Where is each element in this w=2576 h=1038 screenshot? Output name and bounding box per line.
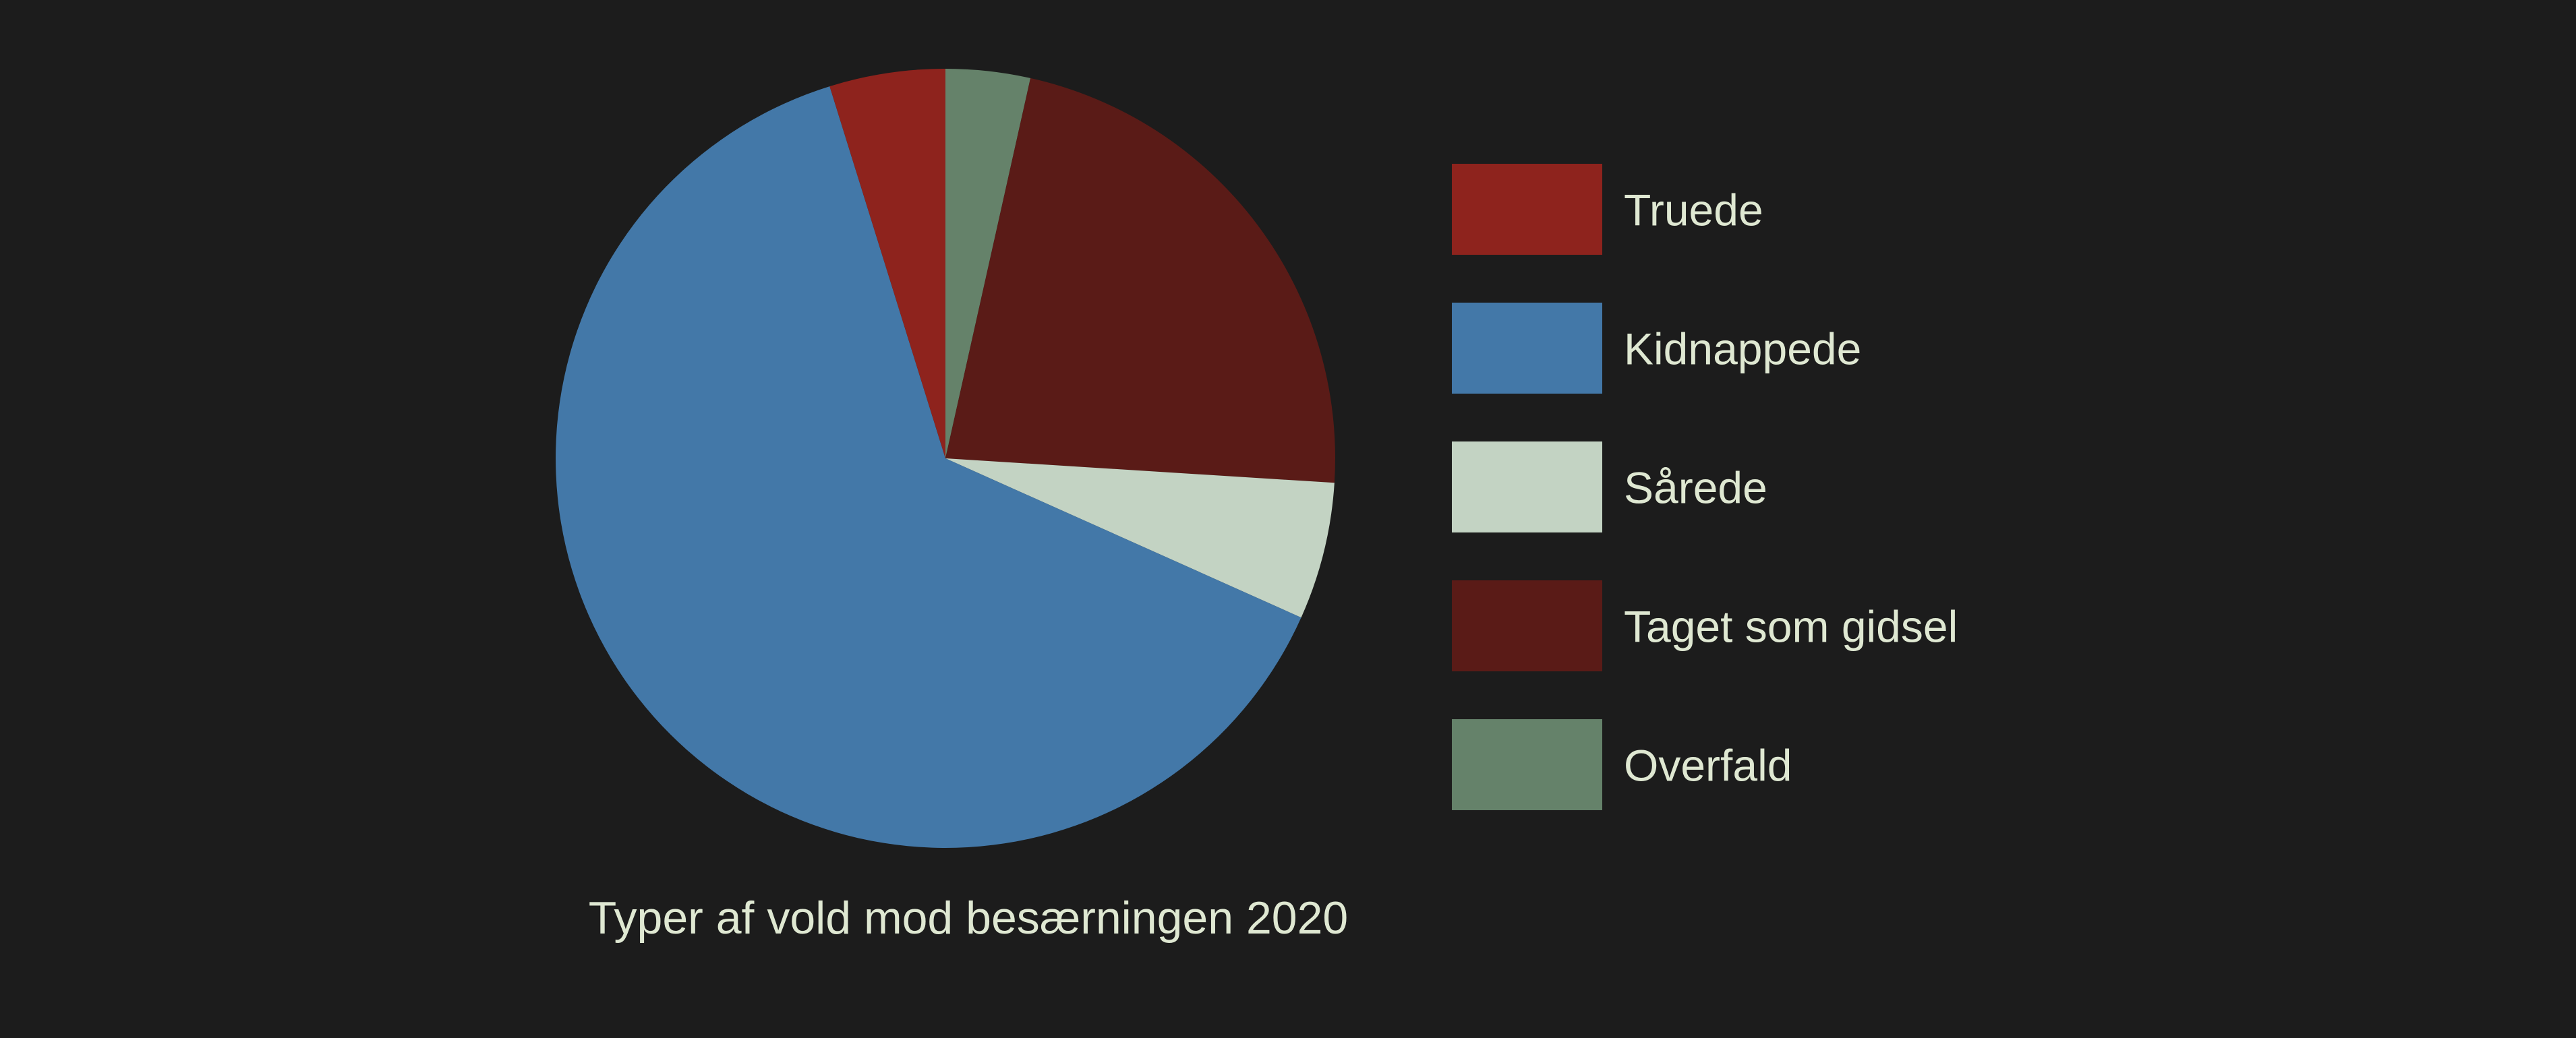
- legend: Truede Kidnappede Sårede Taget som gidsel Ov…: [1452, 164, 1958, 810]
- legend-label-taget-som-gidsel: Taget som gidsel: [1624, 602, 1958, 652]
- pie-slice-truede: [829, 69, 945, 458]
- legend-swatch-taget-som-gidsel: [1452, 580, 1602, 671]
- legend-swatch-overfald: [1452, 719, 1602, 810]
- pie-slice-overfald: [945, 69, 1031, 458]
- legend-item-taget-som-gidsel: Taget som gidsel: [1452, 580, 1958, 671]
- legend-swatch-s-rede: [1452, 441, 1602, 532]
- pie-slice-s-rede: [945, 458, 1335, 618]
- legend-label-s-rede: Sårede: [1624, 463, 1767, 513]
- legend-label-kidnappede: Kidnappede: [1624, 324, 1861, 374]
- legend-swatch-truede: [1452, 164, 1602, 255]
- legend-label-truede: Truede: [1624, 185, 1763, 235]
- pie-slice-kidnappede: [556, 86, 1301, 849]
- chart-title: Typer af vold mod besærningen 2020: [589, 892, 1348, 944]
- legend-item-truede: Truede: [1452, 164, 1763, 255]
- legend-item-overfald: Overfald: [1452, 719, 1792, 810]
- pie-slices: [556, 69, 1336, 849]
- legend-item-s-rede: Sårede: [1452, 441, 1767, 532]
- legend-item-kidnappede: Kidnappede: [1452, 303, 1861, 394]
- legend-label-overfald: Overfald: [1624, 741, 1792, 791]
- pie-slice-taget-som-gidsel: [945, 78, 1336, 483]
- legend-swatch-kidnappede: [1452, 303, 1602, 394]
